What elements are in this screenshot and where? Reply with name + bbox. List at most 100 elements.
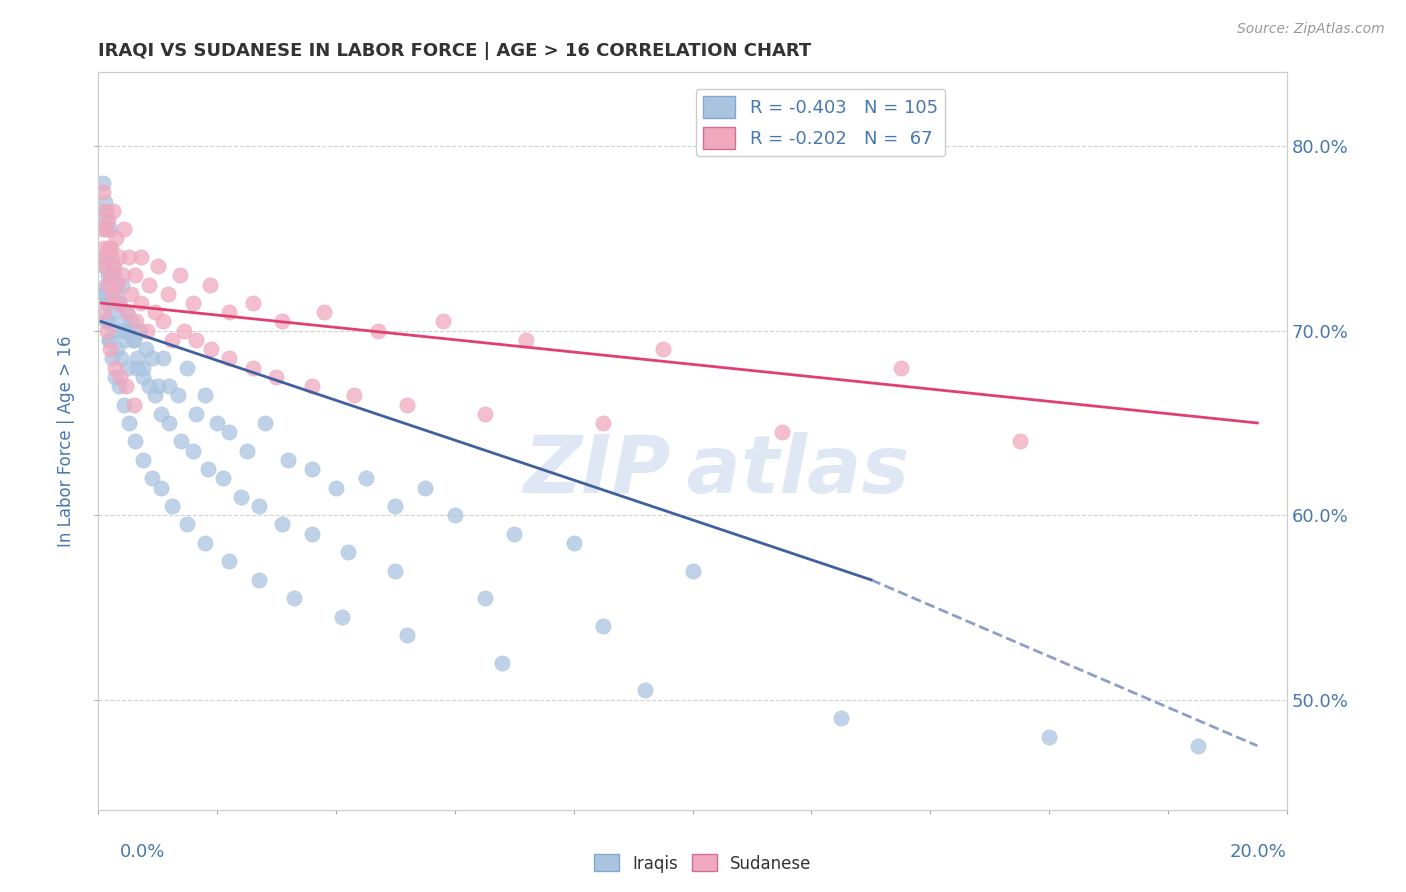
Point — [125, 360, 148, 375]
Point — [108, 296, 131, 310]
Point — [141, 351, 163, 366]
Point — [122, 397, 145, 411]
Point — [97, 241, 120, 255]
Point — [205, 416, 228, 430]
Point — [115, 379, 138, 393]
Point — [97, 213, 120, 227]
Point — [242, 360, 264, 375]
Legend: Iraqis, Sudanese: Iraqis, Sudanese — [588, 847, 818, 880]
Point — [120, 314, 142, 328]
Point — [96, 222, 118, 236]
Point — [121, 333, 143, 347]
Point — [354, 471, 377, 485]
Point — [491, 656, 513, 670]
Point — [100, 286, 122, 301]
Point — [218, 425, 240, 440]
Point — [159, 379, 181, 393]
Point — [118, 416, 141, 430]
Point — [105, 277, 128, 292]
Point — [118, 250, 141, 264]
Point — [104, 324, 127, 338]
Point — [152, 314, 174, 328]
Point — [117, 324, 139, 338]
Point — [108, 296, 131, 310]
Point — [890, 360, 912, 375]
Point — [432, 314, 454, 328]
Point — [682, 564, 704, 578]
Point — [1008, 434, 1031, 449]
Point — [98, 268, 121, 283]
Point — [634, 683, 657, 698]
Y-axis label: In Labor Force | Age > 16: In Labor Force | Age > 16 — [58, 335, 75, 547]
Text: Source: ZipAtlas.com: Source: ZipAtlas.com — [1237, 22, 1385, 37]
Point — [97, 241, 120, 255]
Point — [162, 499, 184, 513]
Point — [104, 369, 127, 384]
Text: 0.0%: 0.0% — [120, 843, 165, 861]
Point — [186, 333, 208, 347]
Point — [96, 222, 118, 236]
Point — [651, 342, 673, 356]
Point — [97, 333, 120, 347]
Point — [253, 416, 276, 430]
Point — [93, 259, 115, 273]
Point — [173, 324, 195, 338]
Point — [515, 333, 537, 347]
Point — [503, 526, 526, 541]
Point — [474, 407, 496, 421]
Point — [194, 388, 217, 402]
Point — [277, 453, 299, 467]
Point — [93, 286, 115, 301]
Point — [384, 499, 406, 513]
Point — [94, 213, 117, 227]
Point — [212, 471, 235, 485]
Point — [108, 250, 131, 264]
Point — [98, 342, 121, 356]
Point — [176, 517, 198, 532]
Point — [336, 545, 359, 559]
Point — [96, 277, 118, 292]
Point — [94, 259, 117, 273]
Point — [143, 388, 166, 402]
Point — [181, 296, 204, 310]
Point — [266, 369, 288, 384]
Legend: R = -0.403   N = 105, R = -0.202   N =  67: R = -0.403 N = 105, R = -0.202 N = 67 — [696, 89, 945, 156]
Point — [96, 314, 118, 328]
Point — [141, 471, 163, 485]
Point — [129, 296, 152, 310]
Point — [301, 379, 323, 393]
Point — [592, 416, 614, 430]
Point — [146, 259, 169, 273]
Point — [169, 268, 191, 283]
Point — [149, 407, 172, 421]
Point — [91, 250, 114, 264]
Point — [301, 462, 323, 476]
Point — [325, 481, 347, 495]
Point — [159, 416, 181, 430]
Point — [93, 176, 115, 190]
Point — [110, 351, 132, 366]
Point — [103, 259, 125, 273]
Point — [112, 324, 135, 338]
Point — [94, 286, 117, 301]
Point — [101, 203, 124, 218]
Point — [114, 333, 136, 347]
Point — [283, 591, 305, 606]
Point — [384, 564, 406, 578]
Point — [93, 186, 115, 200]
Point — [235, 443, 257, 458]
Point — [93, 194, 115, 209]
Text: IRAQI VS SUDANESE IN LABOR FORCE | AGE > 16 CORRELATION CHART: IRAQI VS SUDANESE IN LABOR FORCE | AGE >… — [98, 42, 811, 60]
Point — [98, 222, 121, 236]
Point — [197, 462, 219, 476]
Point — [97, 277, 120, 292]
Point — [194, 536, 217, 550]
Point — [97, 314, 120, 328]
Point — [96, 324, 118, 338]
Text: ZIP atlas: ZIP atlas — [523, 432, 910, 510]
Point — [125, 351, 148, 366]
Point — [242, 296, 264, 310]
Point — [115, 305, 138, 319]
Point — [104, 286, 127, 301]
Point — [312, 305, 335, 319]
